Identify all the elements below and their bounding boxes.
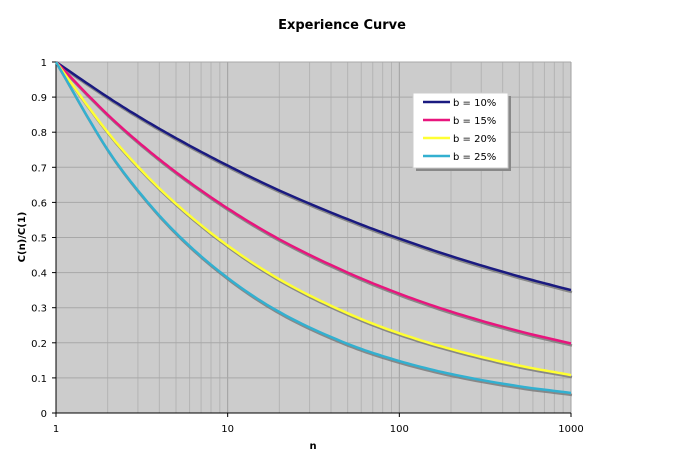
chart-title: Experience Curve (278, 18, 406, 33)
series-line (55, 61, 572, 345)
legend: b = 10% b = 15% b = 20% b = 25% (412, 92, 511, 171)
y-tick-label: 0.7 (31, 163, 47, 174)
y-tick-label: 1 (41, 58, 47, 69)
series-lines (54, 60, 573, 397)
x-tick-label: 1 (53, 424, 59, 435)
y-tick-label: 0.9 (31, 93, 47, 104)
y-tick-label: 0.3 (31, 304, 47, 315)
y-tick-label: 0.6 (31, 198, 47, 209)
y-tick-label: 0.4 (31, 269, 47, 280)
series-line (54, 61, 572, 377)
legend-label: b = 15% (453, 116, 496, 127)
y-tick-label: 0.1 (31, 374, 47, 385)
series-line (55, 60, 572, 292)
x-axis-label: n (309, 441, 316, 452)
legend-label: b = 25% (453, 152, 496, 163)
x-tick-label: 10 (221, 424, 234, 435)
x-tick-label: 1000 (558, 424, 583, 435)
y-axis-label: C(n)/C(1) (17, 212, 28, 263)
y-tick-label: 0.2 (31, 339, 47, 350)
x-tick-label: 100 (390, 424, 409, 435)
axes: 0 0.1 0.2 0.3 0.4 0.5 0.6 0.7 0.8 0.9 1 1 10 100 1000 (31, 58, 584, 435)
legend-label: b = 20% (453, 134, 496, 145)
series-line (54, 61, 572, 395)
y-tick-label: 0.5 (31, 234, 47, 245)
legend-label: b = 10% (453, 98, 496, 109)
y-tick-label: 0 (41, 409, 47, 420)
y-tick-label: 0.8 (31, 128, 47, 139)
